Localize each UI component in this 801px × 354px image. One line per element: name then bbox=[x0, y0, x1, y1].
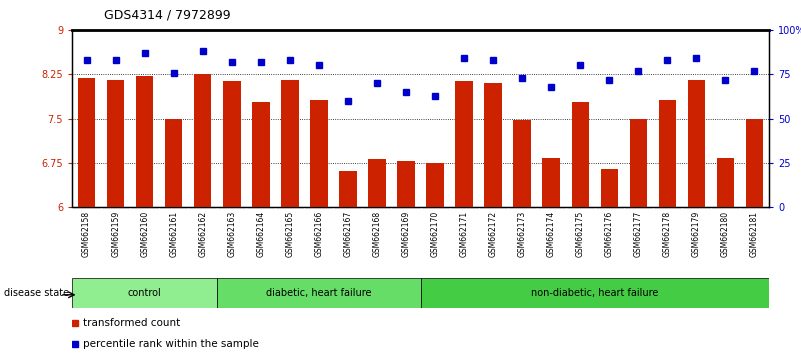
Bar bbox=[339, 171, 356, 207]
Bar bbox=[421, 278, 769, 308]
Bar bbox=[368, 159, 385, 207]
Text: GSM662159: GSM662159 bbox=[111, 211, 120, 257]
Text: GSM662162: GSM662162 bbox=[199, 211, 207, 257]
Text: GSM662178: GSM662178 bbox=[663, 211, 672, 257]
Text: GSM662168: GSM662168 bbox=[372, 211, 381, 257]
Text: GSM662177: GSM662177 bbox=[634, 211, 642, 257]
Bar bbox=[426, 164, 444, 207]
Bar bbox=[601, 169, 618, 207]
Bar bbox=[165, 119, 183, 207]
Bar bbox=[571, 102, 589, 207]
Text: diabetic, heart failure: diabetic, heart failure bbox=[266, 288, 372, 298]
Bar bbox=[136, 76, 153, 207]
Text: GDS4314 / 7972899: GDS4314 / 7972899 bbox=[104, 9, 231, 22]
Text: control: control bbox=[128, 288, 162, 298]
Text: non-diabetic, heart failure: non-diabetic, heart failure bbox=[531, 288, 658, 298]
Text: GSM662175: GSM662175 bbox=[576, 211, 585, 257]
Text: GSM662165: GSM662165 bbox=[285, 211, 294, 257]
Bar bbox=[658, 100, 676, 207]
Text: GSM662173: GSM662173 bbox=[517, 211, 526, 257]
Bar bbox=[513, 120, 531, 207]
Bar bbox=[746, 119, 763, 207]
Bar bbox=[72, 278, 217, 308]
Bar bbox=[630, 119, 647, 207]
Text: GSM662161: GSM662161 bbox=[169, 211, 178, 257]
Text: GSM662158: GSM662158 bbox=[83, 211, 91, 257]
Text: GSM662172: GSM662172 bbox=[489, 211, 497, 257]
Text: GSM662179: GSM662179 bbox=[692, 211, 701, 257]
Text: GSM662163: GSM662163 bbox=[227, 211, 236, 257]
Bar bbox=[310, 100, 328, 207]
Text: GSM662174: GSM662174 bbox=[547, 211, 556, 257]
Text: transformed count: transformed count bbox=[83, 318, 180, 328]
Bar bbox=[397, 161, 415, 207]
Text: GSM662167: GSM662167 bbox=[344, 211, 352, 257]
Text: GSM662181: GSM662181 bbox=[750, 211, 759, 257]
Text: percentile rank within the sample: percentile rank within the sample bbox=[83, 339, 259, 349]
Text: GSM662171: GSM662171 bbox=[460, 211, 469, 257]
Bar bbox=[194, 74, 211, 207]
Bar bbox=[687, 80, 705, 207]
Bar bbox=[281, 80, 299, 207]
Text: GSM662170: GSM662170 bbox=[431, 211, 440, 257]
Text: GSM662180: GSM662180 bbox=[721, 211, 730, 257]
Text: GSM662176: GSM662176 bbox=[605, 211, 614, 257]
Bar bbox=[485, 83, 501, 207]
Bar bbox=[78, 79, 95, 207]
Bar bbox=[107, 80, 124, 207]
Bar bbox=[217, 278, 421, 308]
Text: GSM662160: GSM662160 bbox=[140, 211, 149, 257]
Bar bbox=[717, 158, 734, 207]
Text: GSM662166: GSM662166 bbox=[315, 211, 324, 257]
Bar bbox=[223, 81, 240, 207]
Bar bbox=[455, 81, 473, 207]
Bar bbox=[252, 102, 269, 207]
Bar bbox=[542, 158, 560, 207]
Text: GSM662169: GSM662169 bbox=[401, 211, 410, 257]
Text: GSM662164: GSM662164 bbox=[256, 211, 265, 257]
Text: disease state: disease state bbox=[4, 288, 69, 298]
